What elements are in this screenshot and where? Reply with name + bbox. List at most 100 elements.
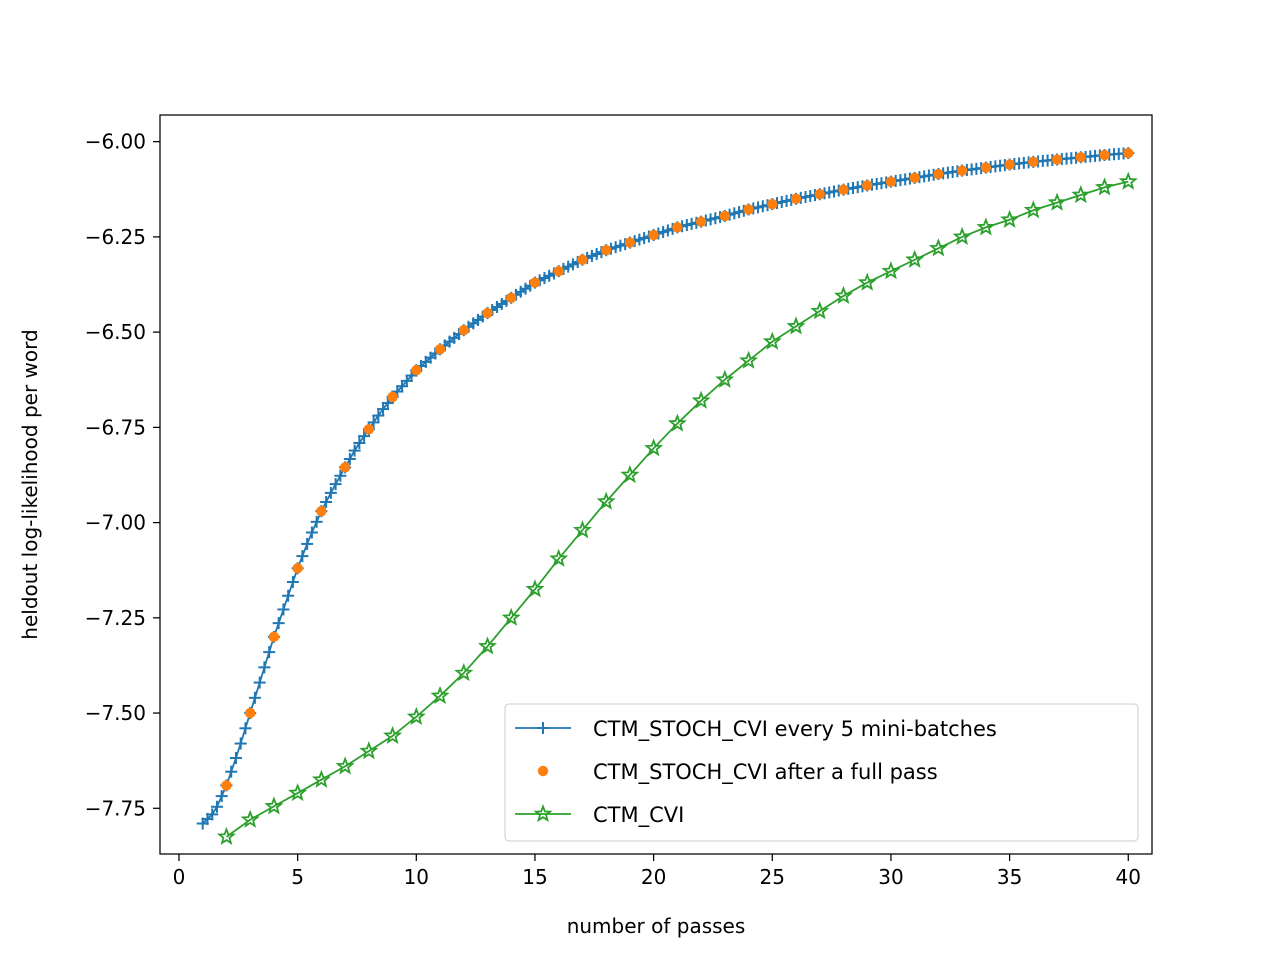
data-point bbox=[933, 168, 944, 180]
data-point bbox=[506, 292, 517, 304]
legend-marker bbox=[537, 722, 549, 734]
data-point bbox=[206, 808, 219, 821]
legend-label: CTM_STOCH_CVI every 5 mini-batches bbox=[593, 717, 997, 742]
data-point bbox=[263, 646, 276, 659]
legend-marker bbox=[533, 803, 553, 823]
data-point bbox=[411, 365, 422, 376]
data-point bbox=[644, 438, 664, 457]
data-point bbox=[311, 769, 331, 788]
y-axis: −7.75 −7.50 −7.25 −7.00 −6.75 −6.50 −6.25 −6.00 bbox=[85, 130, 160, 820]
data-point bbox=[762, 331, 782, 350]
data-point bbox=[976, 217, 996, 236]
legend-item-2: CTM_STOCH_CVI after a full pass bbox=[537, 760, 938, 785]
data-point bbox=[358, 430, 371, 443]
legend-label: CTM_CVI bbox=[593, 803, 684, 828]
data-point bbox=[790, 193, 802, 205]
data-point bbox=[353, 436, 366, 449]
x-tick-label: 40 bbox=[1116, 865, 1141, 889]
data-point bbox=[221, 780, 232, 791]
y-tick-label: −6.50 bbox=[85, 320, 146, 344]
data-point bbox=[229, 752, 242, 765]
data-point bbox=[596, 491, 616, 510]
data-point bbox=[928, 238, 948, 257]
data-point bbox=[624, 237, 636, 248]
data-point bbox=[980, 162, 992, 173]
data-point bbox=[292, 563, 303, 574]
legend-marker bbox=[537, 765, 549, 777]
data-point bbox=[952, 226, 972, 245]
data-point bbox=[367, 416, 380, 429]
data-point bbox=[501, 607, 521, 626]
data-point bbox=[286, 576, 299, 589]
data-point bbox=[1095, 177, 1115, 196]
y-tick-label: −7.00 bbox=[85, 511, 146, 535]
legend-item-1: CTM_STOCH_CVI every 5 mini-batches bbox=[515, 717, 997, 742]
data-point bbox=[1071, 184, 1091, 204]
y-tick-label: −7.75 bbox=[85, 796, 146, 820]
x-tick-label: 0 bbox=[173, 865, 186, 889]
data-point bbox=[956, 165, 968, 176]
data-point bbox=[383, 725, 403, 745]
data-point bbox=[786, 316, 806, 335]
data-point bbox=[335, 756, 355, 775]
series-3 bbox=[216, 171, 1138, 845]
data-point bbox=[225, 765, 238, 778]
data-point bbox=[296, 550, 309, 563]
data-point bbox=[862, 180, 873, 191]
data-point bbox=[715, 369, 735, 388]
data-point bbox=[1123, 147, 1134, 159]
data-point bbox=[244, 707, 256, 719]
data-point bbox=[572, 520, 592, 539]
data-point bbox=[810, 301, 830, 320]
data-point bbox=[334, 469, 347, 482]
data-point bbox=[667, 413, 687, 432]
data-point bbox=[288, 783, 308, 802]
legend-items: CTM_STOCH_CVI every 5 mini-batches CTM_ST… bbox=[515, 717, 997, 828]
data-point bbox=[277, 603, 290, 616]
data-point bbox=[1023, 200, 1043, 219]
x-tick-label: 5 bbox=[291, 865, 304, 889]
data-point bbox=[529, 277, 541, 288]
data-point bbox=[691, 390, 711, 409]
data-point bbox=[719, 210, 731, 222]
data-point bbox=[264, 796, 284, 815]
data-point bbox=[881, 261, 901, 280]
data-point bbox=[525, 579, 545, 598]
x-tick-label: 10 bbox=[404, 865, 429, 889]
data-point bbox=[549, 548, 569, 567]
data-point bbox=[885, 176, 897, 187]
data-point bbox=[320, 496, 333, 509]
data-point bbox=[672, 222, 683, 233]
data-point bbox=[553, 265, 564, 277]
data-point bbox=[372, 409, 385, 422]
data-point bbox=[1004, 159, 1015, 170]
data-point bbox=[268, 631, 280, 643]
data-point bbox=[282, 589, 295, 602]
data-point bbox=[477, 636, 498, 655]
data-point bbox=[258, 661, 271, 674]
data-point bbox=[905, 249, 925, 268]
y-tick-label: −6.00 bbox=[85, 130, 146, 154]
data-point bbox=[1000, 209, 1020, 228]
x-tick-label: 15 bbox=[522, 865, 547, 889]
data-point bbox=[305, 526, 318, 539]
data-point bbox=[458, 325, 469, 336]
y-tick-label: −7.50 bbox=[85, 701, 146, 725]
data-point bbox=[767, 198, 778, 210]
data-point bbox=[359, 741, 379, 760]
data-point bbox=[240, 809, 260, 828]
x-tick-label: 35 bbox=[997, 865, 1022, 889]
data-point bbox=[909, 172, 920, 184]
series-2 bbox=[221, 147, 1134, 791]
x-tick-label: 30 bbox=[878, 865, 903, 889]
data-point bbox=[1099, 149, 1110, 161]
data-point bbox=[387, 391, 398, 403]
data-point bbox=[648, 229, 659, 241]
axes-frame bbox=[159, 114, 1153, 855]
data-point bbox=[363, 424, 375, 435]
data-point bbox=[743, 204, 754, 215]
x-tick-label: 25 bbox=[760, 865, 785, 889]
data-point bbox=[430, 685, 450, 705]
data-point bbox=[857, 272, 877, 291]
data-point bbox=[272, 617, 285, 630]
